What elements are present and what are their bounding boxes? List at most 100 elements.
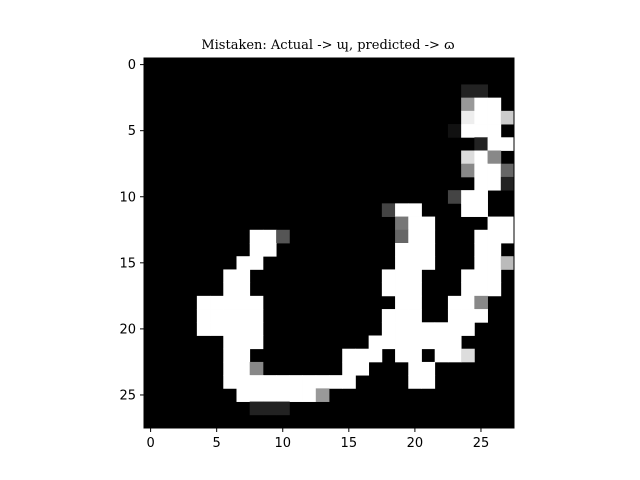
heatmap-cell <box>447 190 462 204</box>
heatmap-cell <box>487 124 502 138</box>
heatmap-cell <box>355 361 370 376</box>
heatmap-cell <box>315 388 330 402</box>
heatmap-cell <box>355 348 370 363</box>
heatmap-cell <box>474 97 488 112</box>
y-tick-label: 25 <box>119 388 136 403</box>
heatmap-cell <box>474 137 488 151</box>
heatmap-cell <box>487 150 502 165</box>
heatmap-cell <box>408 229 422 244</box>
heatmap-cell <box>262 229 277 244</box>
heatmap-cell <box>395 282 409 297</box>
heatmap-cell <box>249 401 264 416</box>
x-tick-label: 15 <box>341 436 358 451</box>
heatmap-cell <box>223 375 237 389</box>
heatmap-cell <box>408 282 422 297</box>
heatmap-cell <box>276 388 290 402</box>
heatmap-cell <box>474 229 488 244</box>
heatmap-cell <box>249 335 264 350</box>
y-tick-label: 20 <box>119 322 136 337</box>
heatmap-cell <box>249 256 264 270</box>
heatmap-cell <box>342 375 356 389</box>
heatmap-background <box>144 58 514 428</box>
heatmap-cell <box>500 110 515 125</box>
heatmap-cell <box>421 256 436 270</box>
heatmap-cell <box>249 229 264 244</box>
heatmap-image <box>144 58 515 428</box>
heatmap-cell <box>210 295 224 310</box>
heatmap-cell <box>395 229 409 244</box>
axes-frame <box>143 57 515 429</box>
heatmap-cell <box>381 203 396 217</box>
heatmap-cell <box>408 216 422 231</box>
heatmap-cell <box>395 348 409 363</box>
heatmap-cell <box>249 375 264 389</box>
heatmap-cell <box>487 97 502 112</box>
heatmap-cell <box>408 309 422 323</box>
heatmap-cell <box>474 110 488 125</box>
y-axis: 0 5 10 15 20 25 <box>119 58 144 403</box>
heatmap-cell <box>421 216 436 231</box>
heatmap-cell <box>236 269 251 284</box>
x-tick-label: 5 <box>213 436 221 451</box>
heatmap-cell <box>421 335 436 350</box>
heatmap-cell <box>315 375 330 389</box>
heatmap-cell <box>474 163 488 178</box>
heatmap-cell <box>395 295 409 310</box>
heatmap-cell <box>487 110 502 125</box>
heatmap-cell <box>196 309 211 323</box>
heatmap-cell <box>210 322 224 336</box>
heatmap-cell <box>381 335 396 350</box>
x-tick-label: 0 <box>146 436 154 451</box>
heatmap-cell <box>461 110 475 125</box>
heatmap-cell <box>249 243 264 257</box>
heatmap-cell <box>302 375 317 389</box>
y-tick-label: 15 <box>119 256 136 271</box>
heatmap-cell <box>236 375 251 389</box>
heatmap-cell <box>487 137 502 151</box>
heatmap-cell <box>223 361 237 376</box>
heatmap-cell <box>447 124 462 138</box>
heatmap-cell <box>461 163 475 178</box>
heatmap-cell <box>408 243 422 257</box>
heatmap-cell <box>434 348 449 363</box>
heatmap-cell <box>236 309 251 323</box>
heatmap-cell <box>474 309 488 323</box>
heatmap-cell <box>461 203 475 217</box>
heatmap-cell <box>381 322 396 336</box>
heatmap-cell <box>474 203 488 217</box>
heatmap-cell <box>461 97 475 112</box>
heatmap-cell <box>329 375 343 389</box>
heatmap-cell <box>487 176 502 191</box>
heatmap-cell <box>461 309 475 323</box>
heatmap-cell <box>474 150 488 165</box>
heatmap-cell <box>500 229 515 244</box>
heatmap-cell <box>196 295 211 310</box>
heatmap-cell <box>487 269 502 284</box>
heatmap-cell <box>461 295 475 310</box>
heatmap-cell <box>276 401 290 416</box>
x-axis: 0 5 10 15 20 25 <box>146 428 489 451</box>
heatmap-cell <box>461 150 475 165</box>
heatmap-cell <box>395 243 409 257</box>
heatmap-cell <box>461 322 475 336</box>
heatmap-cell <box>500 216 515 231</box>
heatmap-cell <box>395 335 409 350</box>
heatmap-cell <box>447 335 462 350</box>
heatmap-cell <box>236 256 251 270</box>
heatmap-cell <box>500 163 515 178</box>
heatmap-cell <box>474 84 488 99</box>
heatmap-cell <box>276 375 290 389</box>
heatmap-cell <box>368 348 383 363</box>
heatmap-cell <box>342 361 356 376</box>
heatmap-cell <box>395 216 409 231</box>
heatmap-cell <box>474 282 488 297</box>
heatmap-cell <box>461 190 475 204</box>
heatmap-cell <box>447 322 462 336</box>
heatmap-cell <box>249 388 264 402</box>
x-tick-label: 20 <box>407 436 424 451</box>
heatmap-cell <box>342 348 356 363</box>
heatmap-cell <box>381 309 396 323</box>
heatmap-cell <box>461 348 475 363</box>
heatmap-cell <box>395 322 409 336</box>
heatmap-cell <box>289 375 303 389</box>
